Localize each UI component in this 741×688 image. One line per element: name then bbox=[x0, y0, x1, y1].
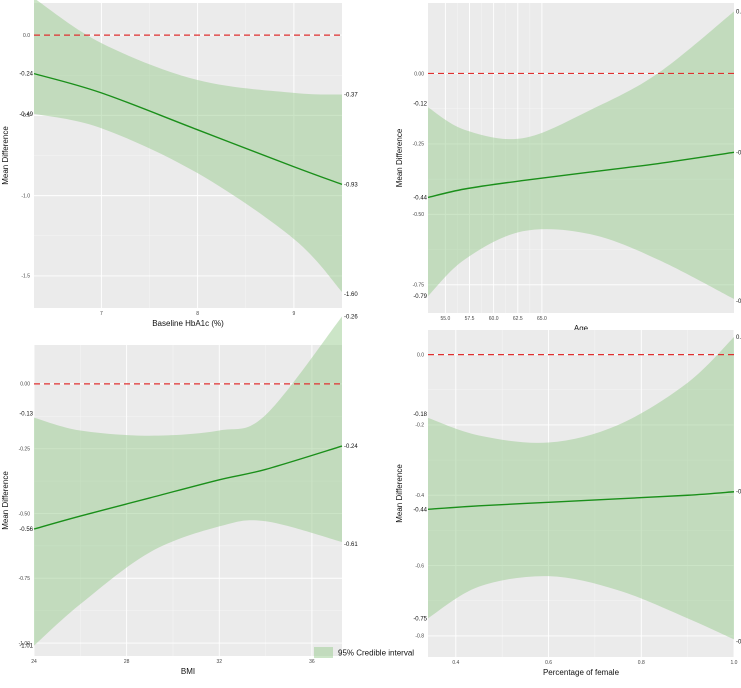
right-mean-label: -0.39 bbox=[736, 490, 741, 496]
left-upper-label: -0.13 bbox=[19, 412, 33, 418]
right-upper-label: 0.22 bbox=[736, 9, 741, 15]
right-mean-label: -0.93 bbox=[344, 182, 358, 188]
right-lower-label: -0.81 bbox=[736, 639, 741, 645]
x-tick-label: 60.0 bbox=[489, 316, 499, 322]
x-axis-title: Baseline HbA1c (%) bbox=[152, 319, 224, 328]
credible-interval-band bbox=[34, 0, 342, 292]
left-mean-label: -0.24 bbox=[19, 72, 33, 78]
left-lower-label: -0.49 bbox=[19, 112, 33, 118]
x-tick-label: 55.0 bbox=[441, 316, 451, 322]
y-tick-label: -0.6 bbox=[415, 563, 424, 569]
x-tick-label: 1.0 bbox=[731, 660, 738, 666]
x-tick-label: 36 bbox=[309, 659, 315, 665]
legend-swatch bbox=[314, 647, 333, 658]
y-tick-label: -0.50 bbox=[413, 212, 425, 218]
y-tick-label: -0.5 bbox=[21, 113, 30, 119]
left-upper-label: -0.18 bbox=[413, 412, 427, 418]
y-axis-title: Mean Difference bbox=[395, 128, 404, 187]
y-tick-label: 0.0 bbox=[23, 33, 30, 39]
left-lower-label: -1.01 bbox=[19, 644, 33, 650]
x-tick-label: 9 bbox=[292, 311, 295, 317]
credible-interval-band bbox=[34, 316, 342, 646]
x-tick-label: 0.6 bbox=[545, 660, 552, 666]
legend-label: 95% Credible interval bbox=[338, 649, 414, 658]
mean-difference-line bbox=[33, 72, 343, 186]
chart-panel-2: 55.0 57.5 60.0 62.5 65.0 0.00 -0.25 -0.50 -0.75 -… bbox=[395, 3, 741, 333]
x-axis-title: Percentage of female bbox=[543, 668, 620, 677]
credible-interval-band bbox=[428, 337, 734, 640]
x-axis-title: Age bbox=[574, 324, 589, 333]
left-mean-label: -0.44 bbox=[413, 507, 427, 513]
right-lower-label: -0.80 bbox=[736, 299, 741, 305]
left-upper-label: -0.12 bbox=[413, 101, 427, 107]
y-tick-label: -0.4 bbox=[415, 493, 424, 499]
left-mean-label: -0.44 bbox=[413, 195, 427, 201]
left-lower-label: -0.79 bbox=[413, 294, 427, 300]
y-tick-label: -1.5 bbox=[21, 274, 30, 280]
x-tick-label: 32 bbox=[216, 659, 222, 665]
chart-panel-1: 7890.0-0.5-1.0-1.50.23-0.24-0.49-0.37-0.… bbox=[1, 0, 358, 328]
y-tick-label: 0.00 bbox=[20, 382, 30, 388]
mean-difference-line bbox=[427, 491, 735, 511]
x-tick-label: 62.5 bbox=[513, 316, 523, 322]
y-tick-label: -1.00 bbox=[19, 641, 31, 647]
y-axis-title: Mean Difference bbox=[395, 464, 404, 523]
y-tick-label: -0.50 bbox=[19, 511, 31, 517]
y-tick-label: -0.8 bbox=[415, 634, 424, 640]
right-upper-label: -0.37 bbox=[344, 93, 358, 99]
x-tick-label: 0.8 bbox=[638, 660, 645, 666]
chart-panel-3: 24 28 32 36 0.00 -0.25 -0.50 -0.75 -1.00 -0.13 -0.… bbox=[1, 314, 358, 676]
x-axis-title: BMI bbox=[181, 667, 195, 676]
y-tick-label: -0.75 bbox=[413, 283, 425, 289]
x-tick-label: 8 bbox=[196, 311, 199, 317]
right-lower-label: -0.61 bbox=[344, 542, 358, 548]
chart-panel-4: 0.4 0.6 0.8 1.0 0.0 -0.2 -0.4 -0.6 -0.8 -0.18 -0.4… bbox=[395, 330, 741, 677]
x-tick-label: 28 bbox=[124, 659, 130, 665]
y-tick-label: 0.0 bbox=[417, 352, 424, 358]
x-tick-label: 65.0 bbox=[537, 316, 547, 322]
left-mean-label: -0.56 bbox=[19, 527, 33, 533]
x-tick-label: 57.5 bbox=[465, 316, 475, 322]
y-axis-title: Mean Difference bbox=[1, 126, 10, 185]
right-mean-label: -0.28 bbox=[736, 150, 741, 156]
y-tick-label: -0.25 bbox=[19, 446, 31, 452]
right-mean-label: -0.24 bbox=[344, 444, 358, 450]
x-tick-label: 24 bbox=[31, 659, 37, 665]
right-upper-label: -0.26 bbox=[344, 314, 358, 320]
mean-difference-line bbox=[427, 151, 735, 199]
y-tick-label: 0.00 bbox=[414, 71, 424, 77]
y-tick-label: -0.2 bbox=[415, 423, 424, 429]
x-tick-label: 0.4 bbox=[452, 660, 459, 666]
y-tick-label: -0.25 bbox=[413, 142, 425, 148]
right-upper-label: 0.05 bbox=[736, 335, 741, 341]
credible-interval-band bbox=[428, 11, 734, 299]
mean-difference-line bbox=[33, 445, 343, 530]
right-lower-label: -1.60 bbox=[344, 292, 358, 298]
y-axis-title: Mean Difference bbox=[1, 471, 10, 530]
left-lower-label: -0.75 bbox=[413, 616, 427, 622]
legend: 95% Credible interval bbox=[314, 647, 414, 658]
y-tick-label: -0.75 bbox=[19, 576, 31, 582]
y-tick-label: -1.0 bbox=[21, 193, 30, 199]
x-tick-label: 7 bbox=[100, 311, 103, 317]
